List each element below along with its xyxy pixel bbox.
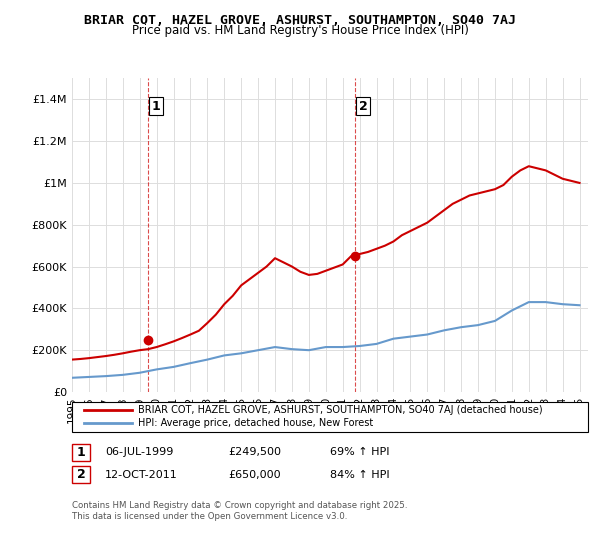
Text: HPI: Average price, detached house, New Forest: HPI: Average price, detached house, New … bbox=[138, 418, 373, 428]
Text: HPI: Average price, detached house, New Forest: HPI: Average price, detached house, New … bbox=[138, 418, 373, 428]
Text: 2: 2 bbox=[359, 100, 368, 113]
Text: 06-JUL-1999: 06-JUL-1999 bbox=[105, 447, 173, 458]
Text: 84% ↑ HPI: 84% ↑ HPI bbox=[330, 470, 389, 480]
Text: BRIAR COT, HAZEL GROVE, ASHURST, SOUTHAMPTON, SO40 7AJ: BRIAR COT, HAZEL GROVE, ASHURST, SOUTHAM… bbox=[84, 14, 516, 27]
Text: BRIAR COT, HAZEL GROVE, ASHURST, SOUTHAMPTON, SO40 7AJ (detached house): BRIAR COT, HAZEL GROVE, ASHURST, SOUTHAM… bbox=[138, 405, 542, 416]
Text: Price paid vs. HM Land Registry's House Price Index (HPI): Price paid vs. HM Land Registry's House … bbox=[131, 24, 469, 36]
Text: 2: 2 bbox=[77, 468, 85, 482]
Text: 69% ↑ HPI: 69% ↑ HPI bbox=[330, 447, 389, 458]
Text: Contains HM Land Registry data © Crown copyright and database right 2025.
This d: Contains HM Land Registry data © Crown c… bbox=[72, 501, 407, 521]
Text: 12-OCT-2011: 12-OCT-2011 bbox=[105, 470, 178, 480]
Text: 1: 1 bbox=[152, 100, 160, 113]
Text: BRIAR COT, HAZEL GROVE, ASHURST, SOUTHAMPTON, SO40 7AJ (detached house): BRIAR COT, HAZEL GROVE, ASHURST, SOUTHAM… bbox=[138, 405, 542, 416]
Text: £650,000: £650,000 bbox=[228, 470, 281, 480]
Text: £249,500: £249,500 bbox=[228, 447, 281, 458]
Text: 1: 1 bbox=[77, 446, 85, 459]
